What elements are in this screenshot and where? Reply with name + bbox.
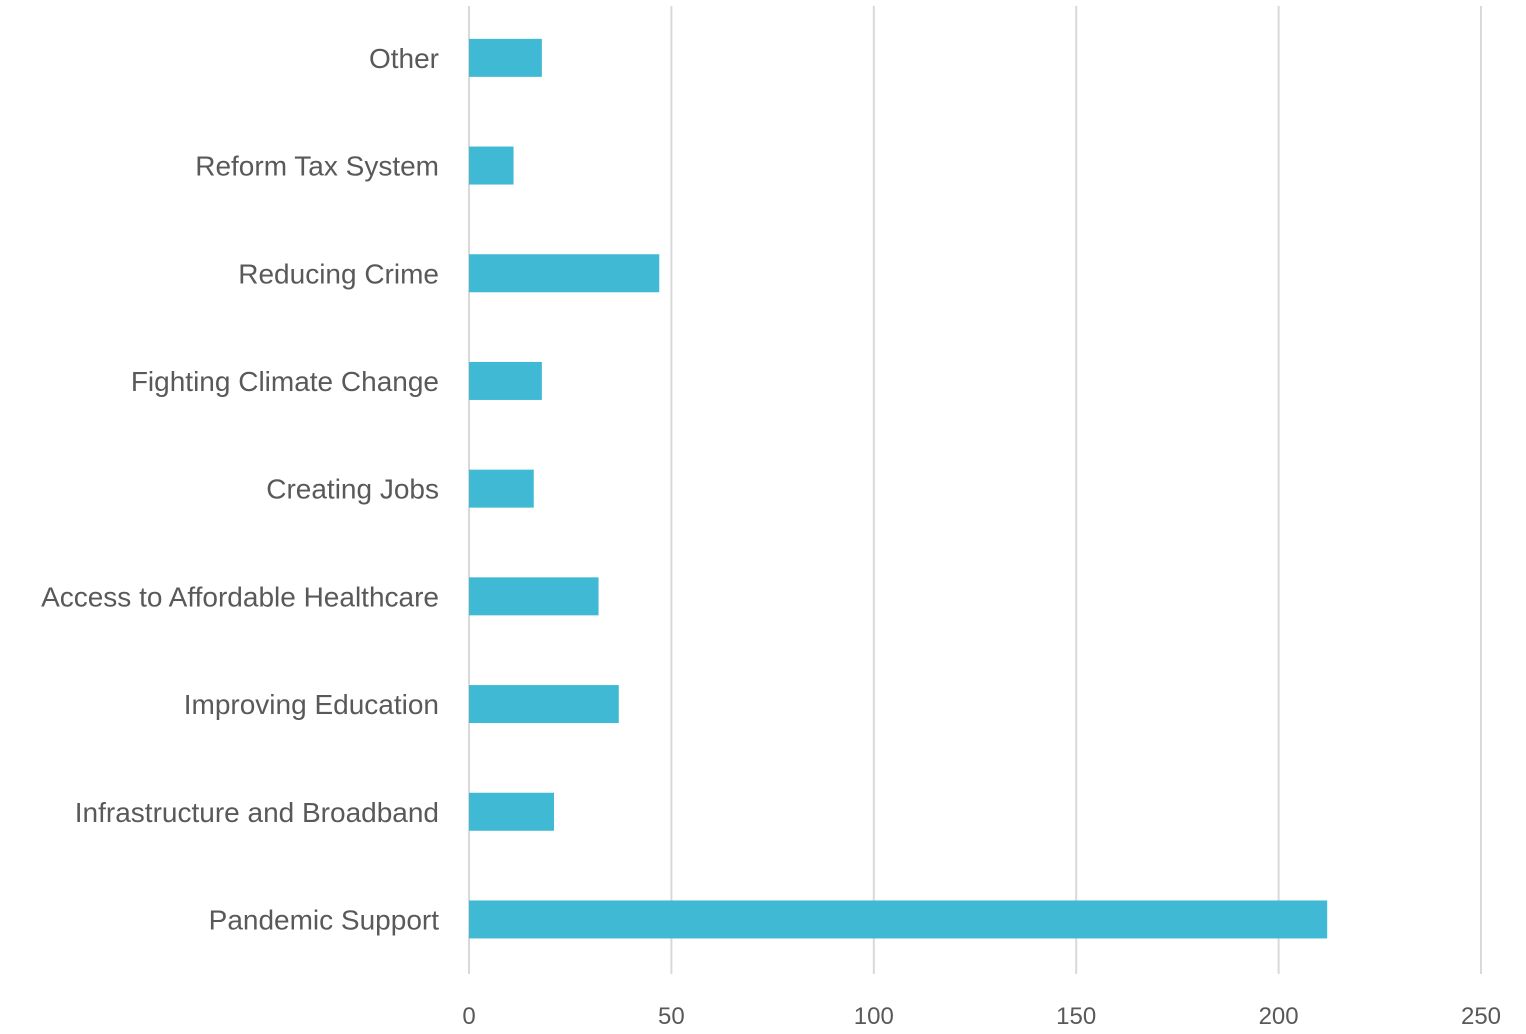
x-tick-label-250: 250 [1461, 1003, 1501, 1030]
category-label-access-to-affordable-healthcare: Access to Affordable Healthcare [41, 581, 439, 612]
bar-improving-education [469, 685, 619, 724]
x-tick-labels: 0 50 100 150 200 250 [462, 1003, 1501, 1030]
bar-creating-jobs [469, 469, 534, 508]
bar-infrastructure-and-broadband [469, 792, 555, 831]
x-tick-label-100: 100 [854, 1003, 894, 1030]
category-label-fighting-climate-change: Fighting Climate Change [131, 366, 439, 397]
bar-other [469, 38, 542, 77]
category-labels: Pandemic Support Infrastructure and Broad… [41, 43, 439, 936]
category-label-creating-jobs: Creating Jobs [266, 474, 439, 505]
bar-access-to-affordable-healthcare [469, 577, 599, 616]
bar-pandemic-support [469, 900, 1328, 939]
x-tick-label-150: 150 [1056, 1003, 1096, 1030]
bar-reform-tax-system [469, 146, 514, 185]
category-label-pandemic-support: Pandemic Support [209, 904, 440, 935]
bar-reducing-crime [469, 254, 660, 293]
category-label-other: Other [369, 43, 439, 74]
category-label-reducing-crime: Reducing Crime [238, 258, 439, 289]
category-label-reform-tax-system: Reform Tax System [195, 151, 439, 182]
category-label-infrastructure-and-broadband: Infrastructure and Broadband [75, 797, 439, 828]
x-tick-label-200: 200 [1259, 1003, 1299, 1030]
bar-fighting-climate-change [469, 361, 542, 400]
x-tick-label-0: 0 [462, 1003, 475, 1030]
category-label-improving-education: Improving Education [184, 689, 439, 720]
x-tick-label-50: 50 [658, 1003, 685, 1030]
bars [469, 38, 1328, 939]
gridlines [468, 6, 1482, 974]
